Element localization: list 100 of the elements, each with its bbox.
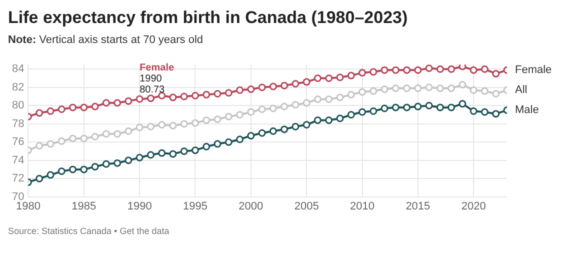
point xyxy=(314,74,322,82)
point xyxy=(136,154,144,162)
x-tick-label: 2015 xyxy=(406,200,430,212)
point xyxy=(314,116,322,124)
point xyxy=(258,129,266,137)
x-tick-label: 1985 xyxy=(72,200,96,212)
point xyxy=(392,104,400,112)
point xyxy=(380,85,388,93)
point xyxy=(91,102,99,110)
point xyxy=(224,89,232,97)
point xyxy=(247,132,255,140)
point xyxy=(58,168,66,176)
annotation: Female 1990 80.73 xyxy=(140,62,174,96)
point xyxy=(258,84,266,92)
point xyxy=(46,171,54,179)
point xyxy=(180,120,188,128)
point xyxy=(336,94,344,102)
point xyxy=(292,100,300,108)
point xyxy=(347,110,355,118)
point xyxy=(458,80,466,88)
point xyxy=(236,136,244,144)
point xyxy=(436,84,444,92)
y-tick-label: 72 xyxy=(12,172,24,185)
point xyxy=(336,74,344,82)
point xyxy=(358,108,366,116)
point xyxy=(325,74,333,82)
point xyxy=(258,106,266,114)
point xyxy=(214,90,222,98)
point xyxy=(269,82,277,90)
point xyxy=(414,84,422,92)
point xyxy=(247,85,255,93)
y-tick-label: 84 xyxy=(12,63,24,76)
point xyxy=(280,82,288,90)
series-label: All xyxy=(515,84,528,96)
point xyxy=(214,116,222,124)
point xyxy=(370,107,378,115)
point xyxy=(448,84,456,92)
point xyxy=(146,122,154,130)
point xyxy=(292,122,300,130)
point xyxy=(202,90,210,98)
point xyxy=(470,66,478,74)
point xyxy=(370,68,378,76)
point xyxy=(224,112,232,120)
point xyxy=(358,88,366,96)
point xyxy=(180,147,188,155)
point xyxy=(102,130,110,138)
x-tick-label: 1980 xyxy=(16,200,40,212)
point xyxy=(403,66,411,74)
point xyxy=(380,104,388,112)
x-tick-label: 2005 xyxy=(294,200,319,212)
point xyxy=(436,104,444,112)
point xyxy=(80,104,88,112)
point xyxy=(69,104,77,112)
point xyxy=(202,116,210,124)
point xyxy=(492,70,500,78)
point xyxy=(180,92,188,100)
series-label: Female xyxy=(515,64,552,76)
x-tick-label: 1995 xyxy=(183,200,208,212)
point xyxy=(146,94,154,102)
point xyxy=(370,87,378,95)
point xyxy=(425,102,433,110)
point xyxy=(380,66,388,74)
point xyxy=(224,138,232,146)
point xyxy=(458,100,466,108)
point xyxy=(247,108,255,116)
y-tick-label: 76 xyxy=(12,136,24,148)
point xyxy=(69,134,77,142)
point xyxy=(236,86,244,94)
point xyxy=(124,97,132,105)
point xyxy=(347,72,355,80)
point xyxy=(80,166,88,174)
point xyxy=(236,110,244,118)
point xyxy=(124,127,132,135)
point xyxy=(448,104,456,112)
source-note: Source: Statistics Canada • Get the data xyxy=(8,226,170,236)
y-tick-label: 70 xyxy=(12,190,24,203)
point xyxy=(458,64,466,70)
point xyxy=(58,137,66,145)
point xyxy=(169,122,177,130)
y-tick-label: 78 xyxy=(12,118,24,130)
point xyxy=(336,114,344,122)
point xyxy=(492,90,500,98)
point xyxy=(158,149,166,157)
point xyxy=(269,127,277,135)
point xyxy=(436,65,444,73)
point xyxy=(480,108,488,116)
point xyxy=(492,110,500,118)
chart-title: Life expectancy from birth in Canada (1980–2023) xyxy=(8,8,409,28)
point xyxy=(403,104,411,112)
point xyxy=(46,107,54,115)
point xyxy=(302,99,310,107)
point xyxy=(124,156,132,164)
point xyxy=(280,102,288,110)
point xyxy=(280,126,288,134)
point xyxy=(114,159,122,167)
point xyxy=(480,87,488,95)
x-tick-label: 2020 xyxy=(461,200,486,212)
point xyxy=(314,95,322,103)
y-tick-label: 74 xyxy=(12,154,24,166)
y-tick-label: 80 xyxy=(12,100,24,112)
